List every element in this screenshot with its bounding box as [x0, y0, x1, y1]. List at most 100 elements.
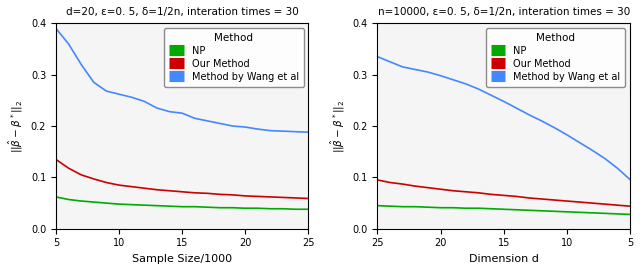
Method by Wang et al	[449, 78, 457, 81]
Our Method	[575, 201, 583, 204]
Line: Method by Wang et al: Method by Wang et al	[378, 57, 630, 179]
Method by Wang et al	[279, 130, 287, 133]
NP	[241, 207, 249, 210]
Our Method	[166, 189, 173, 192]
Our Method	[228, 193, 236, 196]
NP	[216, 206, 224, 209]
Method by Wang et al	[538, 119, 545, 122]
Method by Wang et al	[462, 82, 470, 86]
NP	[254, 207, 262, 210]
NP	[588, 211, 596, 214]
Method by Wang et al	[153, 107, 161, 110]
Method by Wang et al	[65, 42, 72, 46]
NP	[412, 205, 419, 208]
Method by Wang et al	[166, 110, 173, 113]
Our Method	[204, 192, 211, 195]
Method by Wang et al	[102, 89, 110, 93]
Our Method	[241, 194, 249, 198]
NP	[128, 203, 136, 206]
Our Method	[191, 191, 198, 194]
Our Method	[52, 158, 60, 161]
Method by Wang et al	[588, 149, 596, 152]
Method by Wang et al	[626, 178, 634, 181]
Legend: NP, Our Method, Method by Wang et al: NP, Our Method, Method by Wang et al	[164, 28, 303, 87]
Method by Wang et al	[550, 126, 558, 129]
NP	[614, 212, 621, 215]
NP	[228, 206, 236, 209]
NP	[140, 204, 148, 207]
NP	[399, 205, 406, 208]
NP	[538, 209, 545, 212]
Our Method	[77, 173, 85, 176]
Method by Wang et al	[412, 68, 419, 71]
Our Method	[115, 183, 123, 187]
Our Method	[216, 193, 224, 196]
Our Method	[292, 196, 300, 199]
Our Method	[424, 186, 432, 189]
NP	[487, 207, 495, 210]
NP	[374, 204, 381, 207]
NP	[305, 208, 312, 211]
Our Method	[179, 190, 186, 193]
NP	[153, 204, 161, 207]
Method by Wang et al	[436, 74, 444, 77]
Our Method	[487, 193, 495, 196]
Our Method	[436, 188, 444, 191]
NP	[179, 205, 186, 208]
Our Method	[90, 177, 98, 180]
Method by Wang et al	[52, 27, 60, 30]
NP	[563, 210, 571, 214]
Method by Wang et al	[90, 81, 98, 84]
Method by Wang et al	[292, 130, 300, 133]
Our Method	[462, 190, 470, 193]
Our Method	[153, 188, 161, 191]
Our Method	[513, 195, 520, 198]
Method by Wang et al	[267, 129, 275, 132]
Method by Wang et al	[614, 166, 621, 170]
NP	[626, 213, 634, 216]
Line: Method by Wang et al: Method by Wang et al	[56, 28, 308, 132]
NP	[279, 207, 287, 210]
Method by Wang et al	[228, 124, 236, 128]
Our Method	[563, 199, 571, 203]
Line: Our Method: Our Method	[56, 159, 308, 198]
Method by Wang et al	[387, 60, 394, 63]
Y-axis label: $||\hat{\beta} - \beta^*||_2$: $||\hat{\beta} - \beta^*||_2$	[7, 99, 25, 153]
NP	[102, 201, 110, 205]
Method by Wang et al	[513, 107, 520, 110]
Our Method	[65, 166, 72, 170]
Method by Wang et al	[399, 65, 406, 69]
Our Method	[128, 185, 136, 188]
Method by Wang et al	[241, 125, 249, 129]
Method by Wang et al	[601, 157, 609, 160]
Y-axis label: $||\hat{\beta} - \beta^*||_2$: $||\hat{\beta} - \beta^*||_2$	[328, 99, 347, 153]
Method by Wang et al	[575, 141, 583, 144]
Line: NP: NP	[56, 197, 308, 209]
NP	[513, 208, 520, 211]
Method by Wang et al	[487, 93, 495, 97]
NP	[65, 198, 72, 201]
Our Method	[305, 197, 312, 200]
Our Method	[601, 202, 609, 206]
NP	[267, 207, 275, 210]
NP	[77, 199, 85, 203]
Our Method	[449, 189, 457, 192]
Our Method	[140, 186, 148, 190]
Our Method	[588, 201, 596, 205]
NP	[292, 208, 300, 211]
Method by Wang et al	[140, 100, 148, 103]
Our Method	[279, 196, 287, 199]
NP	[115, 202, 123, 206]
Method by Wang et al	[179, 112, 186, 115]
Our Method	[475, 191, 483, 194]
Method by Wang et al	[77, 63, 85, 66]
NP	[204, 206, 211, 209]
NP	[52, 195, 60, 199]
Method by Wang et al	[305, 131, 312, 134]
Our Method	[254, 195, 262, 198]
NP	[462, 207, 470, 210]
Method by Wang et al	[191, 117, 198, 120]
Method by Wang et al	[525, 113, 532, 116]
Method by Wang et al	[424, 70, 432, 74]
NP	[525, 209, 532, 212]
